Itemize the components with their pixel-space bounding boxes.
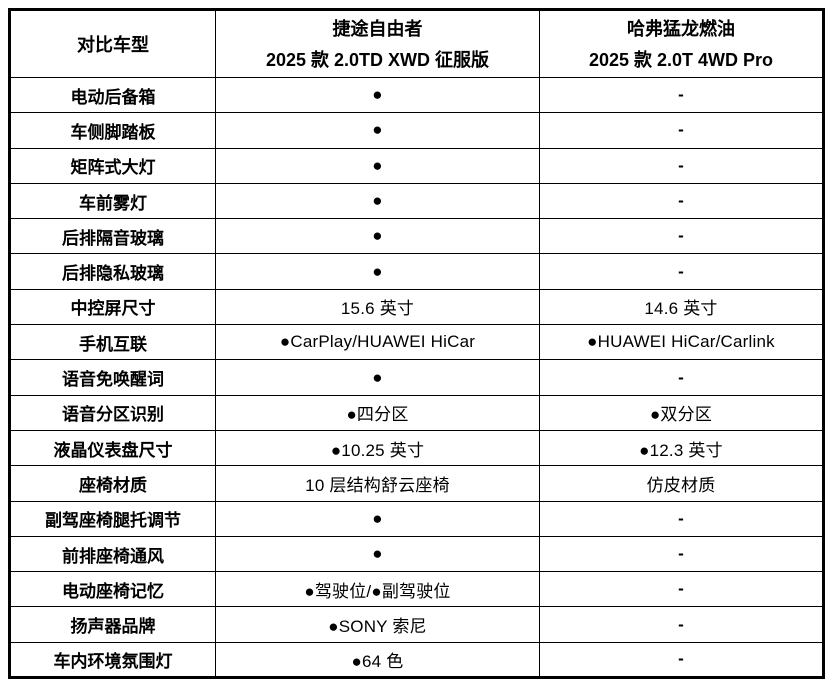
vehicle-1-trim: 2025 款 2.0TD XWD 征服版 [265, 50, 490, 70]
table-row: 矩阵式大灯 ● - [9, 147, 824, 184]
table-row: 后排隔音玻璃 ● - [9, 218, 824, 255]
vehicle-2-value: - [539, 359, 824, 396]
table-row: 语音免唤醒词 ● - [9, 359, 824, 396]
table-row: 后排隐私玻璃 ● - [9, 253, 824, 290]
table-row: 中控屏尺寸 15.6 英寸 14.6 英寸 [9, 288, 824, 326]
vehicle-2-value: - [539, 253, 824, 290]
vehicle-1-value: ●驾驶位/●副驾驶位 [215, 571, 540, 608]
vehicle-2-header: 哈弗猛龙燃油 2025 款 2.0T 4WD Pro [539, 9, 824, 78]
feature-label: 语音分区识别 [9, 394, 216, 431]
table-row: 座椅材质 10 层结构舒云座椅 仿皮材质 [9, 465, 824, 502]
vehicle-2-value: ●12.3 英寸 [539, 429, 824, 467]
vehicle-1-value: 10 层结构舒云座椅 [215, 465, 540, 502]
feature-label: 后排隐私玻璃 [9, 253, 216, 290]
vehicle-1-value: ●SONY 索尼 [215, 606, 540, 643]
vehicle-1-value: ● [215, 147, 540, 184]
vehicle-2-value: - [539, 112, 824, 149]
table-row: 扬声器品牌 ●SONY 索尼 - [9, 606, 824, 643]
table-row: 车内环境氛围灯 ●64 色 - [9, 641, 824, 679]
table-row: 前排座椅通风 ● - [9, 535, 824, 573]
vehicle-2-value: 仿皮材质 [539, 465, 824, 502]
feature-label: 车内环境氛围灯 [9, 641, 216, 679]
feature-label: 后排隔音玻璃 [9, 218, 216, 255]
table-row: 电动后备箱 ● - [9, 76, 824, 114]
table-row: 语音分区识别 ●四分区 ●双分区 [9, 394, 824, 431]
vehicle-1-value: ● [215, 112, 540, 149]
feature-label: 矩阵式大灯 [9, 147, 216, 184]
vehicle-1-name: 捷途自由者 [332, 19, 423, 39]
vehicle-2-value: - [539, 182, 824, 220]
feature-label: 副驾座椅腿托调节 [9, 500, 216, 537]
vehicle-2-value: - [539, 571, 824, 608]
feature-label: 液晶仪表盘尺寸 [9, 429, 216, 467]
vehicle-1-value: ● [215, 182, 540, 220]
header-row: 对比车型 捷途自由者 2025 款 2.0TD XWD 征服版 哈弗猛龙燃油 2… [9, 9, 824, 78]
vehicle-1-value: ● [215, 359, 540, 396]
table-row: 液晶仪表盘尺寸 ●10.25 英寸 ●12.3 英寸 [9, 429, 824, 467]
vehicle-2-value: - [539, 535, 824, 573]
compare-models-header: 对比车型 [9, 9, 216, 78]
vehicle-2-trim: 2025 款 2.0T 4WD Pro [588, 50, 774, 70]
vehicle-2-value: - [539, 218, 824, 255]
vehicle-2-value: ●HUAWEI HiCar/Carlink [539, 324, 824, 361]
table-row: 手机互联 ●CarPlay/HUAWEI HiCar ●HUAWEI HiCar… [9, 324, 824, 361]
vehicle-2-name: 哈弗猛龙燃油 [627, 19, 735, 39]
vehicle-2-value: - [539, 606, 824, 643]
vehicle-1-value: ● [215, 76, 540, 114]
vehicle-1-value: ● [215, 535, 540, 573]
vehicle-1-value: ●四分区 [215, 394, 540, 431]
feature-label: 语音免唤醒词 [9, 359, 216, 396]
feature-label: 手机互联 [9, 324, 216, 361]
vehicle-1-value: ●CarPlay/HUAWEI HiCar [215, 324, 540, 361]
vehicle-1-value: ● [215, 500, 540, 537]
vehicle-1-value: ●10.25 英寸 [215, 429, 540, 467]
vehicle-1-value: ●64 色 [215, 641, 540, 679]
vehicle-1-value: ● [215, 218, 540, 255]
feature-label: 中控屏尺寸 [9, 288, 216, 326]
vehicle-2-value: - [539, 76, 824, 114]
table-row: 车前雾灯 ● - [9, 182, 824, 220]
feature-label: 扬声器品牌 [9, 606, 216, 643]
vehicle-2-value: ●双分区 [539, 394, 824, 431]
vehicle-1-header: 捷途自由者 2025 款 2.0TD XWD 征服版 [215, 9, 540, 78]
vehicle-2-value: - [539, 147, 824, 184]
table-row: 副驾座椅腿托调节 ● - [9, 500, 824, 537]
vehicle-1-value: ● [215, 253, 540, 290]
table-row: 电动座椅记忆 ●驾驶位/●副驾驶位 - [9, 571, 824, 608]
vehicle-2-value: 14.6 英寸 [539, 288, 824, 326]
feature-label: 前排座椅通风 [9, 535, 216, 573]
feature-label: 座椅材质 [9, 465, 216, 502]
table-row: 车侧脚踏板 ● - [9, 112, 824, 149]
feature-label: 电动后备箱 [9, 76, 216, 114]
feature-label: 电动座椅记忆 [9, 571, 216, 608]
feature-label: 车侧脚踏板 [9, 112, 216, 149]
vehicle-1-value: 15.6 英寸 [215, 288, 540, 326]
feature-label: 车前雾灯 [9, 182, 216, 220]
vehicle-comparison-table: 对比车型 捷途自由者 2025 款 2.0TD XWD 征服版 哈弗猛龙燃油 2… [8, 8, 825, 680]
vehicle-2-value: - [539, 500, 824, 537]
vehicle-2-value: - [539, 641, 824, 679]
